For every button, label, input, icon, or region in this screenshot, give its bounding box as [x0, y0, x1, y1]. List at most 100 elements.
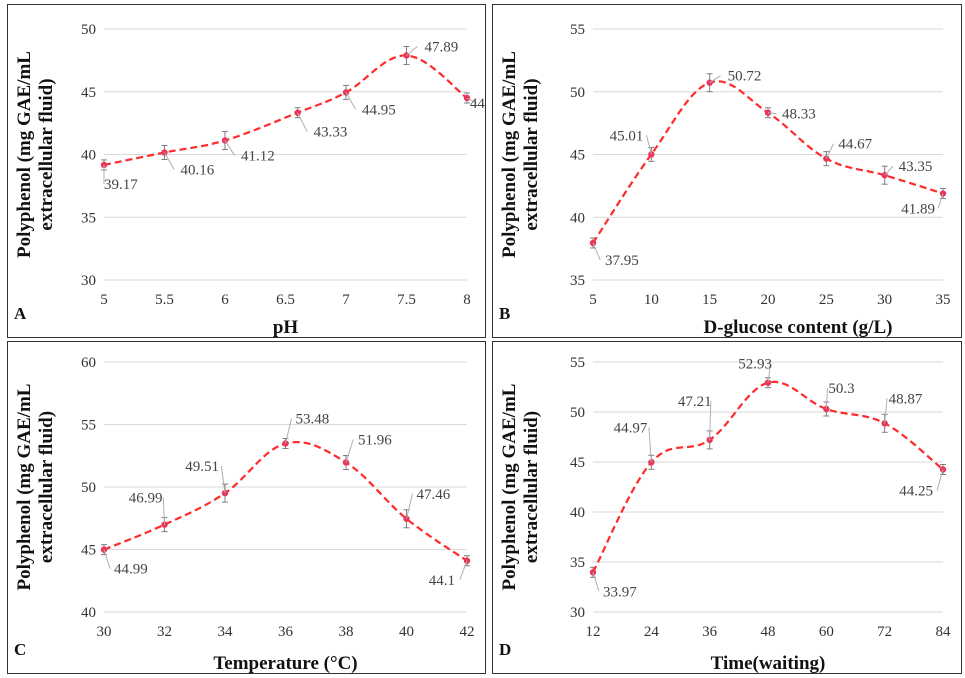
series-line — [592, 380, 944, 573]
label-leader — [162, 497, 165, 525]
label-leader — [936, 469, 944, 491]
x-tick-label: 35 — [936, 292, 951, 308]
x-axis-label: pH — [273, 317, 299, 337]
label-leader — [466, 97, 477, 104]
data-label: 40.16 — [181, 162, 215, 178]
label-leader — [285, 418, 292, 444]
data-label: 51.96 — [358, 433, 392, 449]
label-leader — [648, 427, 652, 463]
x-tick-label: 36 — [702, 624, 718, 640]
y-tick-label: 40 — [81, 148, 96, 164]
data-point — [823, 155, 830, 162]
panel-b: 35 40 45 50 55 5 10 15 20 25 30 35 Polyphenol (mg GA… — [492, 4, 962, 338]
x-tick-label: 60 — [819, 624, 834, 640]
data-label: 44.1 — [429, 573, 455, 589]
label-leader — [646, 135, 652, 155]
label-leader — [406, 493, 413, 519]
data-label: 48.33 — [782, 107, 816, 123]
y-tick-label: 35 — [570, 273, 585, 289]
label-leader — [709, 75, 721, 84]
x-tick-label: 30 — [97, 624, 112, 640]
label-leader — [709, 400, 712, 440]
x-tick-label: 5.5 — [155, 292, 174, 308]
data-point — [764, 109, 772, 116]
data-label: 41.89 — [901, 202, 935, 218]
data-label: 45.01 — [610, 128, 644, 144]
x-tick-label: 8 — [463, 292, 471, 308]
y-tick-label: 40 — [81, 605, 96, 621]
y-axis-label: Polyphenol (mg GAE/mLextracellular fluid… — [14, 51, 57, 258]
y-tick-label: 50 — [570, 405, 585, 421]
y-axis-label: Polyphenol (mg GAE/mLextracellular fluid… — [499, 384, 542, 591]
series-line — [592, 80, 944, 244]
label-leader — [345, 92, 357, 110]
y-tick-label: 45 — [570, 148, 585, 164]
label-leader — [884, 165, 894, 176]
y-tick-label: 55 — [570, 22, 585, 38]
x-tick-label: 34 — [218, 624, 234, 640]
data-label: 43.33 — [314, 125, 348, 141]
x-tick-label: 25 — [819, 292, 834, 308]
label-leader — [592, 572, 600, 592]
x-axis-label: Time(waiting) — [711, 653, 826, 673]
data-label: 47.46 — [417, 487, 451, 503]
data-point — [823, 405, 830, 413]
data-label: 33.97 — [603, 584, 637, 600]
data-label: 44.5 — [470, 96, 485, 112]
x-tick-label: 24 — [644, 624, 660, 640]
data-label: 37.95 — [605, 253, 639, 269]
data-label: 44.99 — [114, 562, 148, 578]
y-tick-label: 45 — [81, 85, 96, 101]
x-tick-label: 84 — [936, 624, 952, 640]
x-tick-label: 6.5 — [276, 292, 295, 308]
y-tick-label: 30 — [570, 605, 585, 621]
data-label: 44.97 — [614, 420, 648, 436]
label-leader — [345, 439, 354, 463]
x-axis-label: Temperature (°C) — [213, 653, 357, 673]
x-tick-label: 7 — [342, 292, 350, 308]
data-label: 50.3 — [828, 381, 854, 397]
data-label: 49.51 — [185, 459, 219, 475]
data-label: 47.21 — [678, 394, 712, 410]
data-label: 44.95 — [362, 102, 396, 118]
x-axis-label: D-glucose content (g/L) — [704, 317, 893, 337]
x-tick-label: 5 — [100, 292, 108, 308]
label-leader — [592, 242, 601, 261]
label-leader — [220, 466, 226, 494]
y-tick-label: 50 — [81, 480, 96, 496]
x-tick-label: 40 — [399, 624, 414, 640]
y-axis-label: Polyphenol (mg GAE/mLextracellular fluid… — [499, 51, 542, 258]
data-label: 41.12 — [241, 148, 275, 164]
data-point — [589, 569, 597, 576]
label-leader — [164, 152, 175, 170]
y-tick-label: 40 — [570, 505, 585, 521]
y-tick-label: 50 — [81, 22, 96, 38]
y-tick-label: 35 — [570, 555, 585, 571]
x-tick-label: 48 — [761, 624, 776, 640]
data-point — [294, 109, 301, 116]
chart-c: 40 45 50 55 60 30 32 34 36 38 40 42 Polyphenol (mg G… — [14, 355, 475, 673]
y-tick-label: 30 — [81, 273, 96, 289]
panel-c: 40 45 50 55 60 30 32 34 36 38 40 42 Polyphenol (mg G… — [7, 341, 486, 674]
label-leader — [884, 398, 888, 424]
label-leader — [767, 112, 777, 115]
y-tick-label: 55 — [81, 418, 96, 434]
label-leader — [767, 363, 771, 383]
x-tick-label: 12 — [586, 624, 601, 640]
data-label: 44.67 — [838, 137, 872, 153]
data-label: 39.17 — [104, 177, 138, 193]
y-tick-label: 60 — [81, 355, 96, 371]
y-tick-label: 35 — [81, 210, 96, 226]
x-tick-label: 20 — [761, 292, 776, 308]
panel-letter: C — [14, 640, 26, 659]
label-leader — [825, 387, 829, 410]
data-label: 52.93 — [738, 357, 772, 373]
x-tick-label: 7.5 — [397, 292, 416, 308]
x-tick-label: 36 — [278, 624, 294, 640]
data-label: 47.89 — [425, 39, 459, 55]
x-tick-label: 6 — [221, 292, 229, 308]
data-label: 53.48 — [296, 412, 330, 428]
y-tick-label: 40 — [570, 210, 585, 226]
chart-a: 30 35 40 45 50 5 5.5 6 6.5 7 7.5 8 Polyphenol (mg GA… — [14, 22, 485, 337]
